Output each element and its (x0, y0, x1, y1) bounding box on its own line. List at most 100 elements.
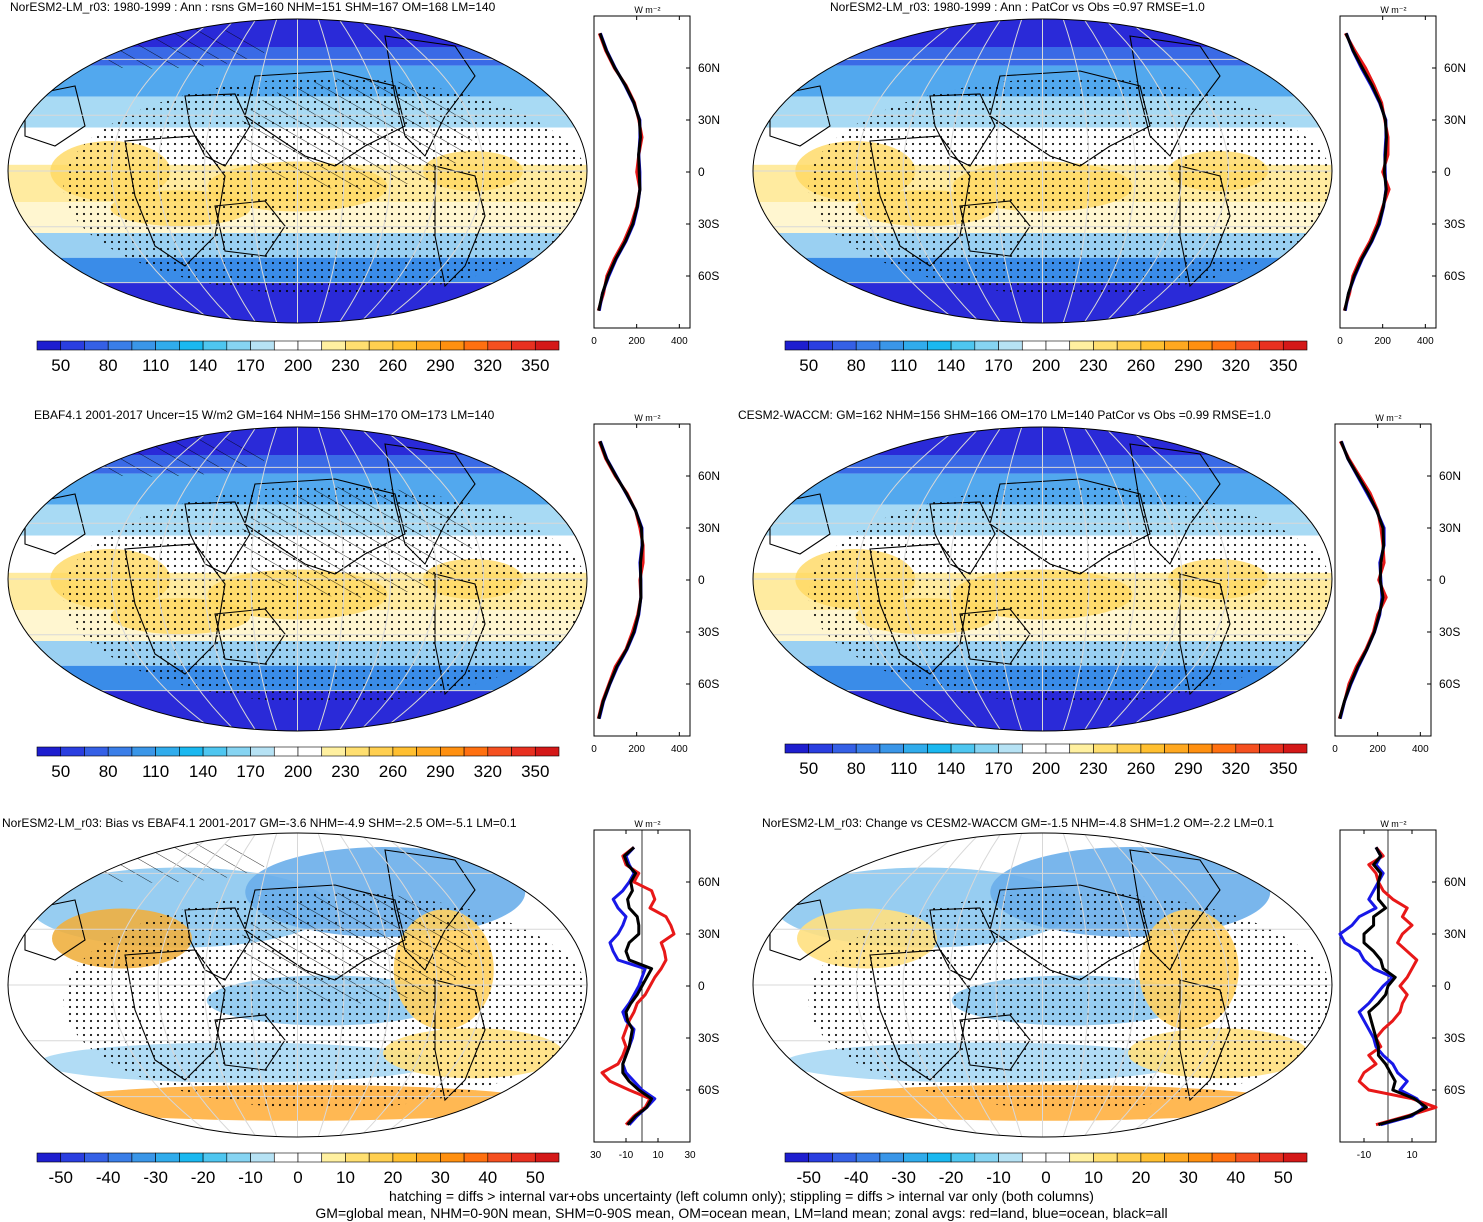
coastline (124, 135, 226, 267)
x-tick-label: 400 (1417, 336, 1434, 347)
colorbar-label: 110 (890, 356, 917, 375)
graticule-lon (1104, 833, 1183, 1137)
colorbar-swatch (1282, 1152, 1308, 1163)
colorbar-label: -30 (891, 1168, 916, 1187)
graticule-lon (157, 833, 236, 1137)
colorbar-swatch (855, 743, 881, 754)
lat-tick-label: 60N (1444, 875, 1466, 889)
series-line-land (600, 846, 676, 1126)
colorbar-swatch (440, 340, 465, 351)
colorbar-swatch (1116, 1152, 1142, 1163)
units-label: W m⁻² (1380, 819, 1406, 829)
x-tick-label: 10 (1406, 1150, 1418, 1161)
colorbar-swatch (155, 746, 180, 757)
colorbar-swatch (131, 340, 156, 351)
lat-tick-label: 60N (698, 61, 720, 75)
lat-tick-label: 0 (698, 979, 705, 993)
colorbar-swatch (345, 746, 370, 757)
colorbar-swatch (950, 1152, 976, 1163)
colorbar-swatch (534, 1152, 560, 1163)
coastline (24, 85, 86, 147)
hatching (239, 892, 473, 1004)
lat-tick-label: 60N (1444, 61, 1466, 75)
colorbar-swatch (534, 340, 560, 351)
colorbar-swatch (879, 743, 904, 754)
graticule-lon (855, 833, 961, 1137)
coastline (434, 573, 486, 696)
colorbar-swatch (321, 746, 346, 757)
graticule-lon (855, 19, 961, 323)
colorbar-swatch (1116, 743, 1142, 754)
colorbar-label: 230 (331, 356, 359, 375)
colorbar-swatch (297, 1152, 323, 1163)
colorbar-swatch (202, 1152, 228, 1163)
graticule-lon (250, 19, 278, 323)
lat-tick-label: 60S (1439, 677, 1460, 691)
stippling (808, 486, 1332, 703)
colorbar-label: 10 (336, 1168, 355, 1187)
colorbar-swatch (84, 746, 109, 757)
colorbar-swatch (855, 1152, 881, 1163)
zonal-mean-plot: W m⁻² 0 200 400 60N 30N 0 30S 60S (1337, 5, 1466, 347)
x-tick-label: 200 (1374, 336, 1391, 347)
colorbar-label: 0 (1041, 1168, 1050, 1187)
lat-tick-label: 30N (698, 927, 720, 941)
panel-title: EBAF4.1 2001-2017 Uncer=15 W/m2 GM=164 N… (34, 408, 495, 422)
graticule-lon (157, 427, 236, 731)
colorbar-swatch (487, 340, 512, 351)
panel-title: NorESM2-LM_r03: Bias vs EBAF4.1 2001-201… (2, 816, 517, 830)
world-map (752, 18, 1333, 324)
series-line-all (1338, 440, 1386, 720)
colorbar-swatch (1069, 743, 1094, 754)
colorbar-swatch (392, 746, 417, 757)
colorbar-label: 40 (478, 1168, 497, 1187)
lat-tick-label: 60S (698, 269, 719, 283)
colorbar-label: 350 (1269, 356, 1297, 375)
colorbar-label: 320 (1222, 759, 1250, 778)
series-line-all (1343, 32, 1388, 312)
coastline (244, 884, 406, 981)
colorbar: -50 -40 -30 -20 -10 0 10 20 30 40 50 (784, 1152, 1308, 1187)
colorbar-swatch (1188, 1152, 1213, 1163)
coastline (959, 200, 1031, 257)
x-tick-label: 0 (591, 336, 597, 347)
colorbar-swatch (1069, 340, 1094, 351)
units-label: W m⁻² (634, 413, 660, 423)
colorbar-swatch (273, 340, 299, 351)
coastline (1179, 573, 1231, 696)
colorbar-label: -10 (986, 1168, 1011, 1187)
colorbar-label: 140 (937, 759, 965, 778)
colorbar-label: 110 (890, 759, 917, 778)
colorbar-swatch (273, 1152, 299, 1163)
colorbar-label: 200 (1032, 759, 1060, 778)
x-tick-label: 0 (591, 744, 597, 755)
graticule-lon (949, 427, 1002, 731)
colorbar-label: 30 (1179, 1168, 1198, 1187)
graticule-lon (359, 19, 438, 323)
colorbar-swatch (1069, 1152, 1094, 1163)
colorbar-swatch (1045, 743, 1071, 754)
hatching (239, 486, 473, 598)
graticule-lon (855, 427, 961, 731)
colorbar-swatch (416, 340, 441, 351)
series-line-land (1357, 846, 1438, 1127)
colorbar-swatch (416, 1152, 441, 1163)
lat-tick-label: 30N (1444, 927, 1466, 941)
graticule-lon (250, 427, 278, 731)
graticule-lon (1124, 427, 1230, 731)
colorbar-swatch (1259, 1152, 1284, 1163)
x-tick-label: 200 (628, 744, 645, 755)
units-label: W m⁻² (1380, 5, 1406, 15)
coastline (434, 165, 486, 288)
graticule-lon (1062, 833, 1090, 1137)
colorbar-label: 200 (284, 356, 312, 375)
colorbar-label: 80 (847, 356, 866, 375)
coastline (24, 899, 86, 961)
colorbar-label: 320 (474, 356, 502, 375)
coastline (184, 501, 251, 575)
colorbar-label: 80 (99, 762, 118, 781)
colorbar-label: 40 (1226, 1168, 1245, 1187)
colorbar-swatch (226, 1152, 251, 1163)
series-line-all (1362, 846, 1428, 1127)
colorbar-label: 50 (51, 356, 70, 375)
